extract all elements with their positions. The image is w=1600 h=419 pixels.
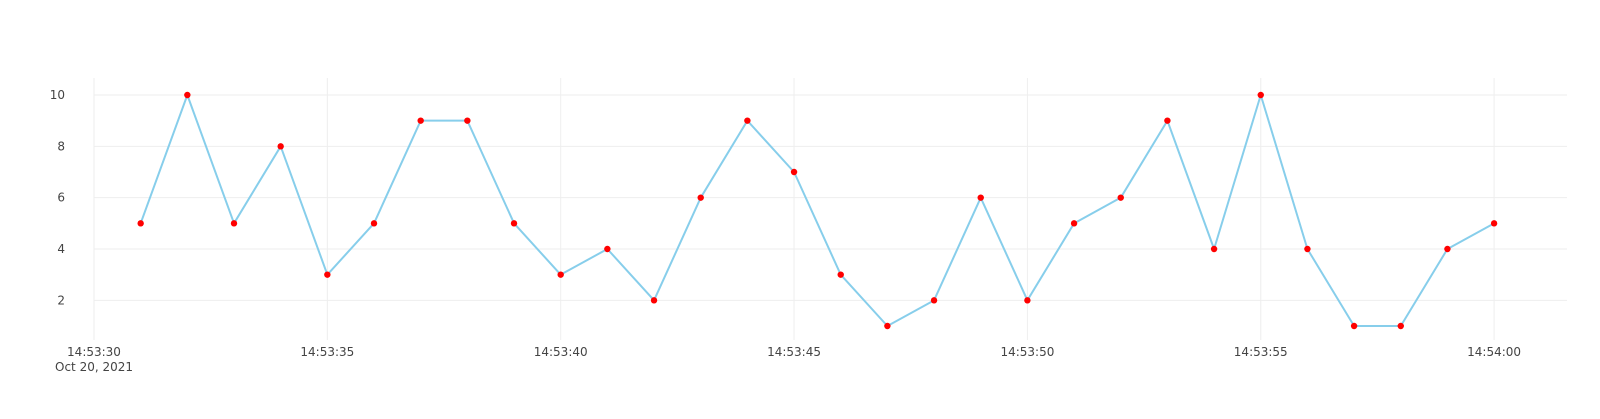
data-point	[324, 271, 331, 278]
data-point	[464, 117, 471, 124]
x-tick-label: 14:54:00	[1467, 345, 1521, 359]
data-point	[790, 168, 798, 176]
y-tick-label: 2	[57, 293, 65, 307]
data-point	[650, 297, 658, 304]
axis-labels: 14:53:30 14:53:35 14:53:40 14:53:45 14:53:50…	[50, 88, 1521, 374]
data-point	[977, 194, 984, 201]
data-point	[510, 220, 518, 227]
grid	[93, 78, 1567, 340]
data-point	[1164, 117, 1171, 124]
data-point	[1070, 220, 1078, 227]
data-point	[884, 322, 891, 330]
data-point	[370, 220, 378, 227]
data-point	[1024, 297, 1031, 304]
data-point	[417, 117, 424, 124]
data-point	[1257, 91, 1264, 99]
data-point	[184, 91, 191, 99]
data-point	[1304, 245, 1311, 253]
data-point	[1397, 322, 1404, 330]
data-point	[1117, 194, 1124, 201]
data-point	[1444, 245, 1451, 253]
data-point	[930, 297, 938, 304]
marker-layer	[137, 91, 1498, 330]
data-point	[277, 143, 284, 150]
data-point	[137, 220, 144, 227]
series-line	[139, 94, 1495, 327]
data-point	[230, 220, 238, 227]
x-tick-label: 14:53:55	[1234, 345, 1288, 359]
x-tick-label: 14:53:50	[1000, 345, 1054, 359]
data-point	[1210, 245, 1218, 253]
x-tick-label: 14:53:40	[534, 345, 588, 359]
y-tick-label: 8	[57, 139, 65, 153]
data-point	[744, 117, 751, 124]
data-point	[697, 194, 704, 201]
x-date-label: Oct 20, 2021	[55, 360, 133, 374]
x-tick-label: 14:53:45	[767, 345, 821, 359]
y-tick-label: 10	[50, 88, 65, 102]
data-point	[557, 271, 564, 278]
series-line-layer	[139, 94, 1495, 327]
x-tick-label: 14:53:35	[300, 345, 354, 359]
x-tick-label: 14:53:30	[67, 345, 121, 359]
y-tick-label: 4	[57, 242, 65, 256]
data-point	[837, 271, 844, 278]
data-point	[1490, 220, 1498, 227]
data-point	[604, 245, 611, 253]
y-tick-label: 6	[57, 191, 65, 205]
data-point	[1350, 322, 1358, 330]
